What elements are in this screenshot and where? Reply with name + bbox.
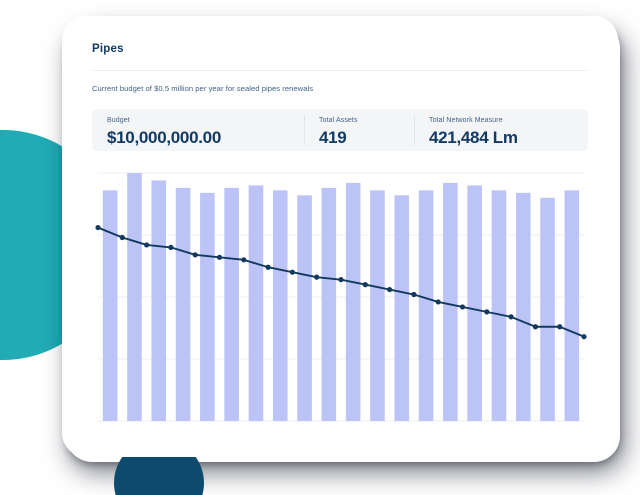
stat-label-budget: Budget [107,117,130,124]
chart-bar [564,190,580,421]
chart-bar [127,173,142,421]
chart-bar [394,195,410,421]
chart-line-marker [192,252,198,258]
page-title: Pipes [92,43,124,55]
chart-line-marker [532,324,538,330]
chart-line-marker [289,269,295,275]
chart-bar [443,182,458,421]
chart-line-marker [119,234,125,241]
panel-subtitle: Current budget of $0.5 million per year … [92,84,314,93]
chart-line-marker [484,309,490,315]
stat-value-total-assets: 419 [319,128,347,147]
chart-bar [515,192,531,421]
chart-bar [491,190,507,421]
chart-line-marker [508,314,514,320]
renewals-chart [92,169,588,429]
chart-bar [370,190,385,421]
chart-line-marker [362,282,368,288]
chart-line-marker [338,277,344,283]
stat-label-total-assets: Total Assets [319,117,358,124]
chart-bar [200,192,215,421]
chart-bar [345,182,361,421]
chart-line-marker [557,324,563,330]
chart-line-marker [95,224,101,231]
stat-value-budget: $10,000,000.00 [107,128,221,147]
stat-card-network-measure: Total Network Measure 421,484 Lm [414,109,588,151]
pipes-dashboard-card: Pipes Current budget of $0.5 million per… [62,16,618,457]
stat-value-network-measure: 421,484 Lm [429,128,518,147]
chart-line-marker [168,244,174,250]
summary-stats-strip: Budget $10,000,000.00 Total Assets 419 T… [92,109,588,151]
chart-line-marker [387,286,393,293]
chart-bar [467,185,482,421]
stat-label-network-measure: Total Network Measure [429,117,503,124]
chart-bar [175,187,191,421]
chart-line-marker [459,304,466,310]
stat-card-budget: Budget $10,000,000.00 [92,109,304,151]
chart-bar [321,187,337,421]
stat-card-total-assets: Total Assets 419 [304,109,414,151]
chart-bar [102,190,118,421]
chart-bar [272,190,288,421]
chart-canvas [95,172,587,422]
chart-line-marker [241,257,247,263]
chart-bar [151,180,167,421]
chart-gridlines [98,172,584,422]
chart-line-marker [216,254,223,260]
chart-line-series [95,224,587,340]
chart-line-marker [144,242,150,248]
chart-bar [540,197,555,421]
chart-line-marker [435,299,441,305]
chart-bar [248,185,264,421]
chart-line-marker [314,274,320,280]
chart-bar [224,187,239,421]
chart-bar-series [102,173,580,421]
chart-line-marker [265,264,271,270]
title-divider [92,70,588,71]
chart-line-marker [581,334,587,340]
chart-line-marker [411,291,417,298]
chart-bar [418,190,434,421]
chart-bar [297,195,312,421]
